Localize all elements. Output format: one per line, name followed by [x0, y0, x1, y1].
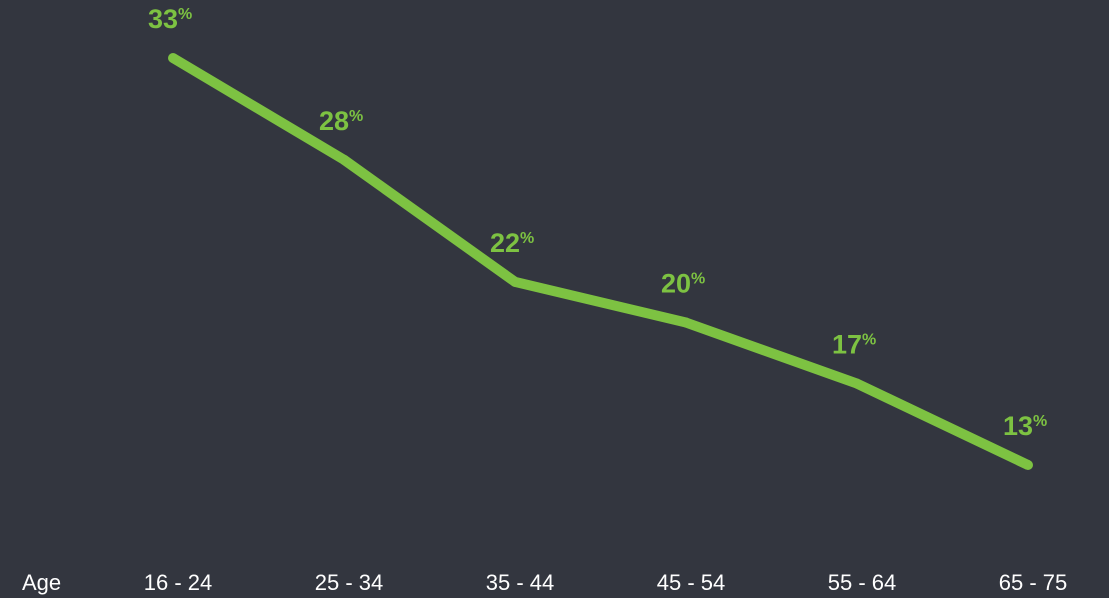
- x-tick-label: 65 - 75: [999, 570, 1068, 595]
- data-point: [168, 53, 178, 63]
- x-tick-label: 25 - 34: [315, 570, 384, 595]
- data-label: 20%: [661, 269, 705, 299]
- x-tick-label: 45 - 54: [657, 570, 726, 595]
- data-point: [339, 154, 349, 165]
- data-point: [510, 276, 520, 287]
- data-point: [1023, 460, 1033, 470]
- data-label: 22%: [490, 228, 534, 258]
- series-line-group: [168, 53, 1033, 470]
- data-label: 33%: [148, 4, 192, 34]
- data-label: 28%: [319, 106, 363, 136]
- series-line: [170, 53, 1031, 470]
- x-axis-title: Age: [22, 570, 61, 595]
- data-point: [852, 378, 862, 389]
- x-tick-label: 16 - 24: [144, 570, 213, 595]
- data-label: 13%: [1003, 411, 1047, 441]
- x-tick-group: 16 - 24 25 - 34 35 - 44 45 - 54 55 - 64 65 - …: [144, 570, 1068, 595]
- data-point: [681, 317, 691, 328]
- x-tick-label: 55 - 64: [828, 570, 897, 595]
- data-label: 17%: [832, 330, 876, 360]
- x-tick-label: 35 - 44: [486, 570, 555, 595]
- data-label-group: 33% 28% 22% 20% 17% 13%: [148, 4, 1047, 441]
